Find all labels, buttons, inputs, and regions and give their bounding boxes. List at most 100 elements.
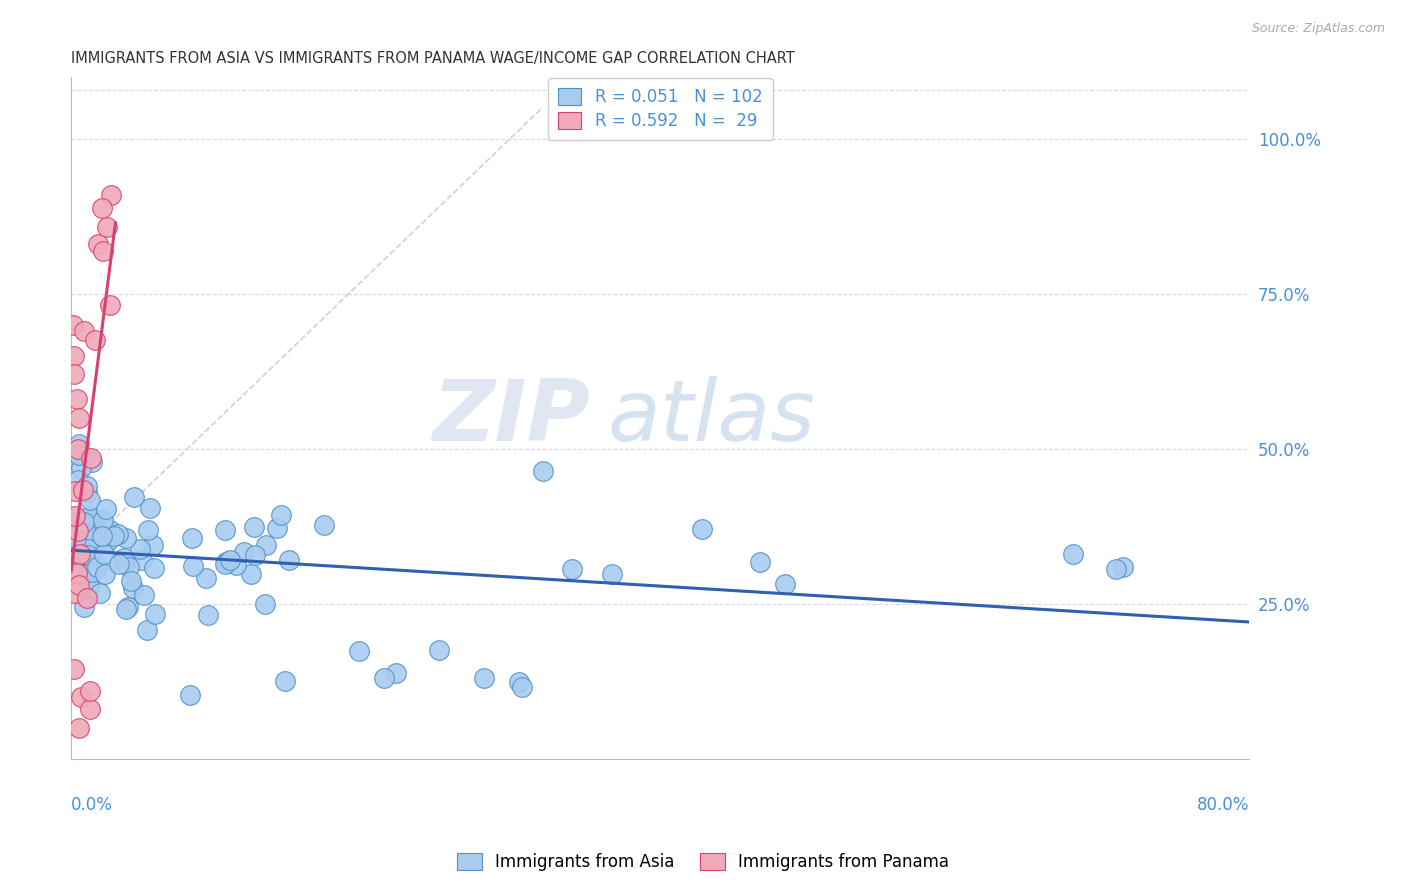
Point — [253, 598, 276, 612]
Point — [179, 688, 201, 702]
Point — [66, 524, 89, 538]
Point — [142, 538, 165, 552]
Point — [96, 220, 118, 235]
Point — [232, 545, 254, 559]
Point — [277, 553, 299, 567]
Point — [67, 410, 90, 425]
Point — [385, 665, 408, 680]
Point — [107, 557, 129, 571]
Point — [214, 558, 236, 572]
Point — [219, 553, 242, 567]
Point — [79, 683, 101, 698]
Point — [531, 464, 554, 478]
Point — [76, 484, 98, 499]
Point — [93, 547, 115, 561]
Point — [67, 721, 90, 735]
Point — [131, 552, 153, 566]
Point — [134, 588, 156, 602]
Point — [70, 550, 93, 565]
Point — [65, 509, 87, 524]
Point — [87, 237, 110, 252]
Text: atlas: atlas — [607, 376, 815, 459]
Point — [79, 509, 101, 524]
Point — [66, 473, 89, 487]
Point — [67, 514, 90, 528]
Text: 0.0%: 0.0% — [72, 797, 112, 814]
Point — [243, 548, 266, 562]
Point — [181, 531, 204, 545]
Point — [103, 529, 125, 543]
Point — [65, 567, 87, 582]
Point — [115, 602, 138, 616]
Point — [117, 560, 139, 574]
Point — [427, 642, 450, 657]
Point — [80, 455, 103, 469]
Point — [266, 521, 288, 535]
Point — [561, 562, 583, 576]
Point — [117, 599, 139, 614]
Point — [77, 573, 100, 587]
Point — [82, 512, 104, 526]
Point — [90, 529, 112, 543]
Point — [112, 556, 135, 570]
Point — [76, 517, 98, 532]
Point — [373, 671, 395, 685]
Point — [136, 523, 159, 537]
Text: ZIP: ZIP — [432, 376, 589, 459]
Point — [65, 541, 87, 555]
Point — [77, 551, 100, 566]
Point — [67, 442, 90, 456]
Point — [76, 527, 98, 541]
Text: IMMIGRANTS FROM ASIA VS IMMIGRANTS FROM PANAMA WAGE/INCOME GAP CORRELATION CHART: IMMIGRANTS FROM ASIA VS IMMIGRANTS FROM … — [72, 51, 794, 66]
Point — [107, 527, 129, 541]
Point — [254, 538, 277, 552]
Point — [66, 566, 89, 580]
Point — [121, 581, 143, 595]
Point — [138, 501, 160, 516]
Point — [77, 578, 100, 592]
Point — [270, 508, 292, 523]
Point — [62, 318, 84, 332]
Point — [77, 581, 100, 595]
Point — [215, 555, 238, 569]
Point — [80, 519, 103, 533]
Point — [773, 577, 796, 591]
Point — [197, 607, 219, 622]
Point — [98, 297, 121, 311]
Point — [63, 349, 86, 363]
Point — [63, 662, 86, 676]
Point — [75, 519, 97, 533]
Point — [100, 523, 122, 537]
Point — [73, 600, 96, 615]
Point — [66, 392, 89, 406]
Point — [243, 520, 266, 534]
Point — [79, 546, 101, 560]
Point — [67, 449, 90, 463]
Point — [114, 531, 136, 545]
Point — [97, 534, 120, 549]
Legend: Immigrants from Asia, Immigrants from Panama: Immigrants from Asia, Immigrants from Pa… — [449, 845, 957, 880]
Point — [749, 555, 772, 569]
Point — [65, 586, 87, 600]
Point — [690, 522, 713, 536]
Point — [67, 437, 90, 451]
Point — [142, 561, 165, 575]
Point — [472, 671, 495, 685]
Point — [122, 491, 145, 505]
Point — [508, 675, 530, 690]
Point — [181, 559, 204, 574]
Point — [120, 574, 142, 589]
Point — [76, 591, 98, 605]
Point — [214, 523, 236, 537]
Point — [112, 551, 135, 566]
Point — [73, 324, 96, 338]
Point — [82, 563, 104, 577]
Point — [91, 513, 114, 527]
Point — [70, 690, 93, 704]
Point — [82, 542, 104, 557]
Point — [73, 515, 96, 529]
Text: Source: ZipAtlas.com: Source: ZipAtlas.com — [1251, 22, 1385, 36]
Point — [84, 334, 107, 348]
Point — [1112, 560, 1135, 574]
Point — [89, 586, 111, 600]
